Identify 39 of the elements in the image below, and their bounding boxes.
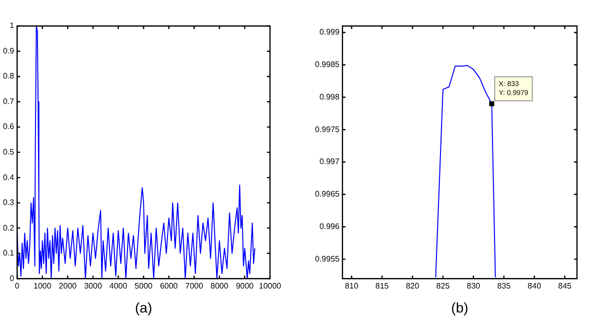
y-tick-label: 0.6 xyxy=(2,122,15,132)
y-tick-label: 0.9965 xyxy=(315,190,340,199)
x-tick-label: 10000 xyxy=(258,282,282,291)
x-tick-label: 8000 xyxy=(210,282,229,291)
y-tick-label: 1 xyxy=(10,21,15,30)
x-tick-label: 830 xyxy=(466,282,481,291)
x-tick-label: 5000 xyxy=(134,282,154,291)
x-tick-label: 845 xyxy=(558,282,572,291)
x-axis-title: (b) xyxy=(451,299,468,316)
x-tick-label: 835 xyxy=(497,282,512,291)
y-tick-label: 0.998 xyxy=(319,92,340,102)
y-tick-label: 0.996 xyxy=(319,222,340,231)
x-axis-title: (a) xyxy=(135,299,152,316)
x-tick-label: 6000 xyxy=(160,282,178,291)
x-tick-label: 2000 xyxy=(58,282,78,291)
x-tick-label: 9000 xyxy=(236,282,254,291)
y-tick-label: 0.4 xyxy=(2,172,15,182)
y-tick-label: 0.9 xyxy=(2,46,15,56)
y-tick-label: 0.3 xyxy=(2,198,15,208)
x-tick-label: 4000 xyxy=(109,282,128,291)
y-tick-label: 0.9985 xyxy=(315,60,340,70)
y-tick-label: 0.2 xyxy=(2,223,15,232)
y-tick-label: 0.7 xyxy=(2,96,15,106)
y-tick-label: 0.5 xyxy=(2,148,15,157)
y-tick-label: 0.8 xyxy=(2,72,15,81)
x-tick-label: 840 xyxy=(528,282,542,291)
x-tick-label: 820 xyxy=(406,282,420,291)
x-tick-label: 825 xyxy=(436,282,450,291)
x-tick-label: 815 xyxy=(375,282,390,291)
x-tick-label: 810 xyxy=(344,282,359,291)
y-tick-label: 0 xyxy=(10,274,15,283)
x-tick-label: 1000 xyxy=(34,282,52,291)
x-tick-label: 3000 xyxy=(84,282,102,291)
y-tick-label: 0.1 xyxy=(2,248,15,258)
y-tick-label: 0.9975 xyxy=(315,124,340,134)
y-tick-label: 0.999 xyxy=(319,28,340,37)
y-tick-label: 0.9955 xyxy=(315,254,340,264)
y-tick-label: 0.997 xyxy=(319,157,340,166)
x-tick-label: 7000 xyxy=(185,282,204,291)
